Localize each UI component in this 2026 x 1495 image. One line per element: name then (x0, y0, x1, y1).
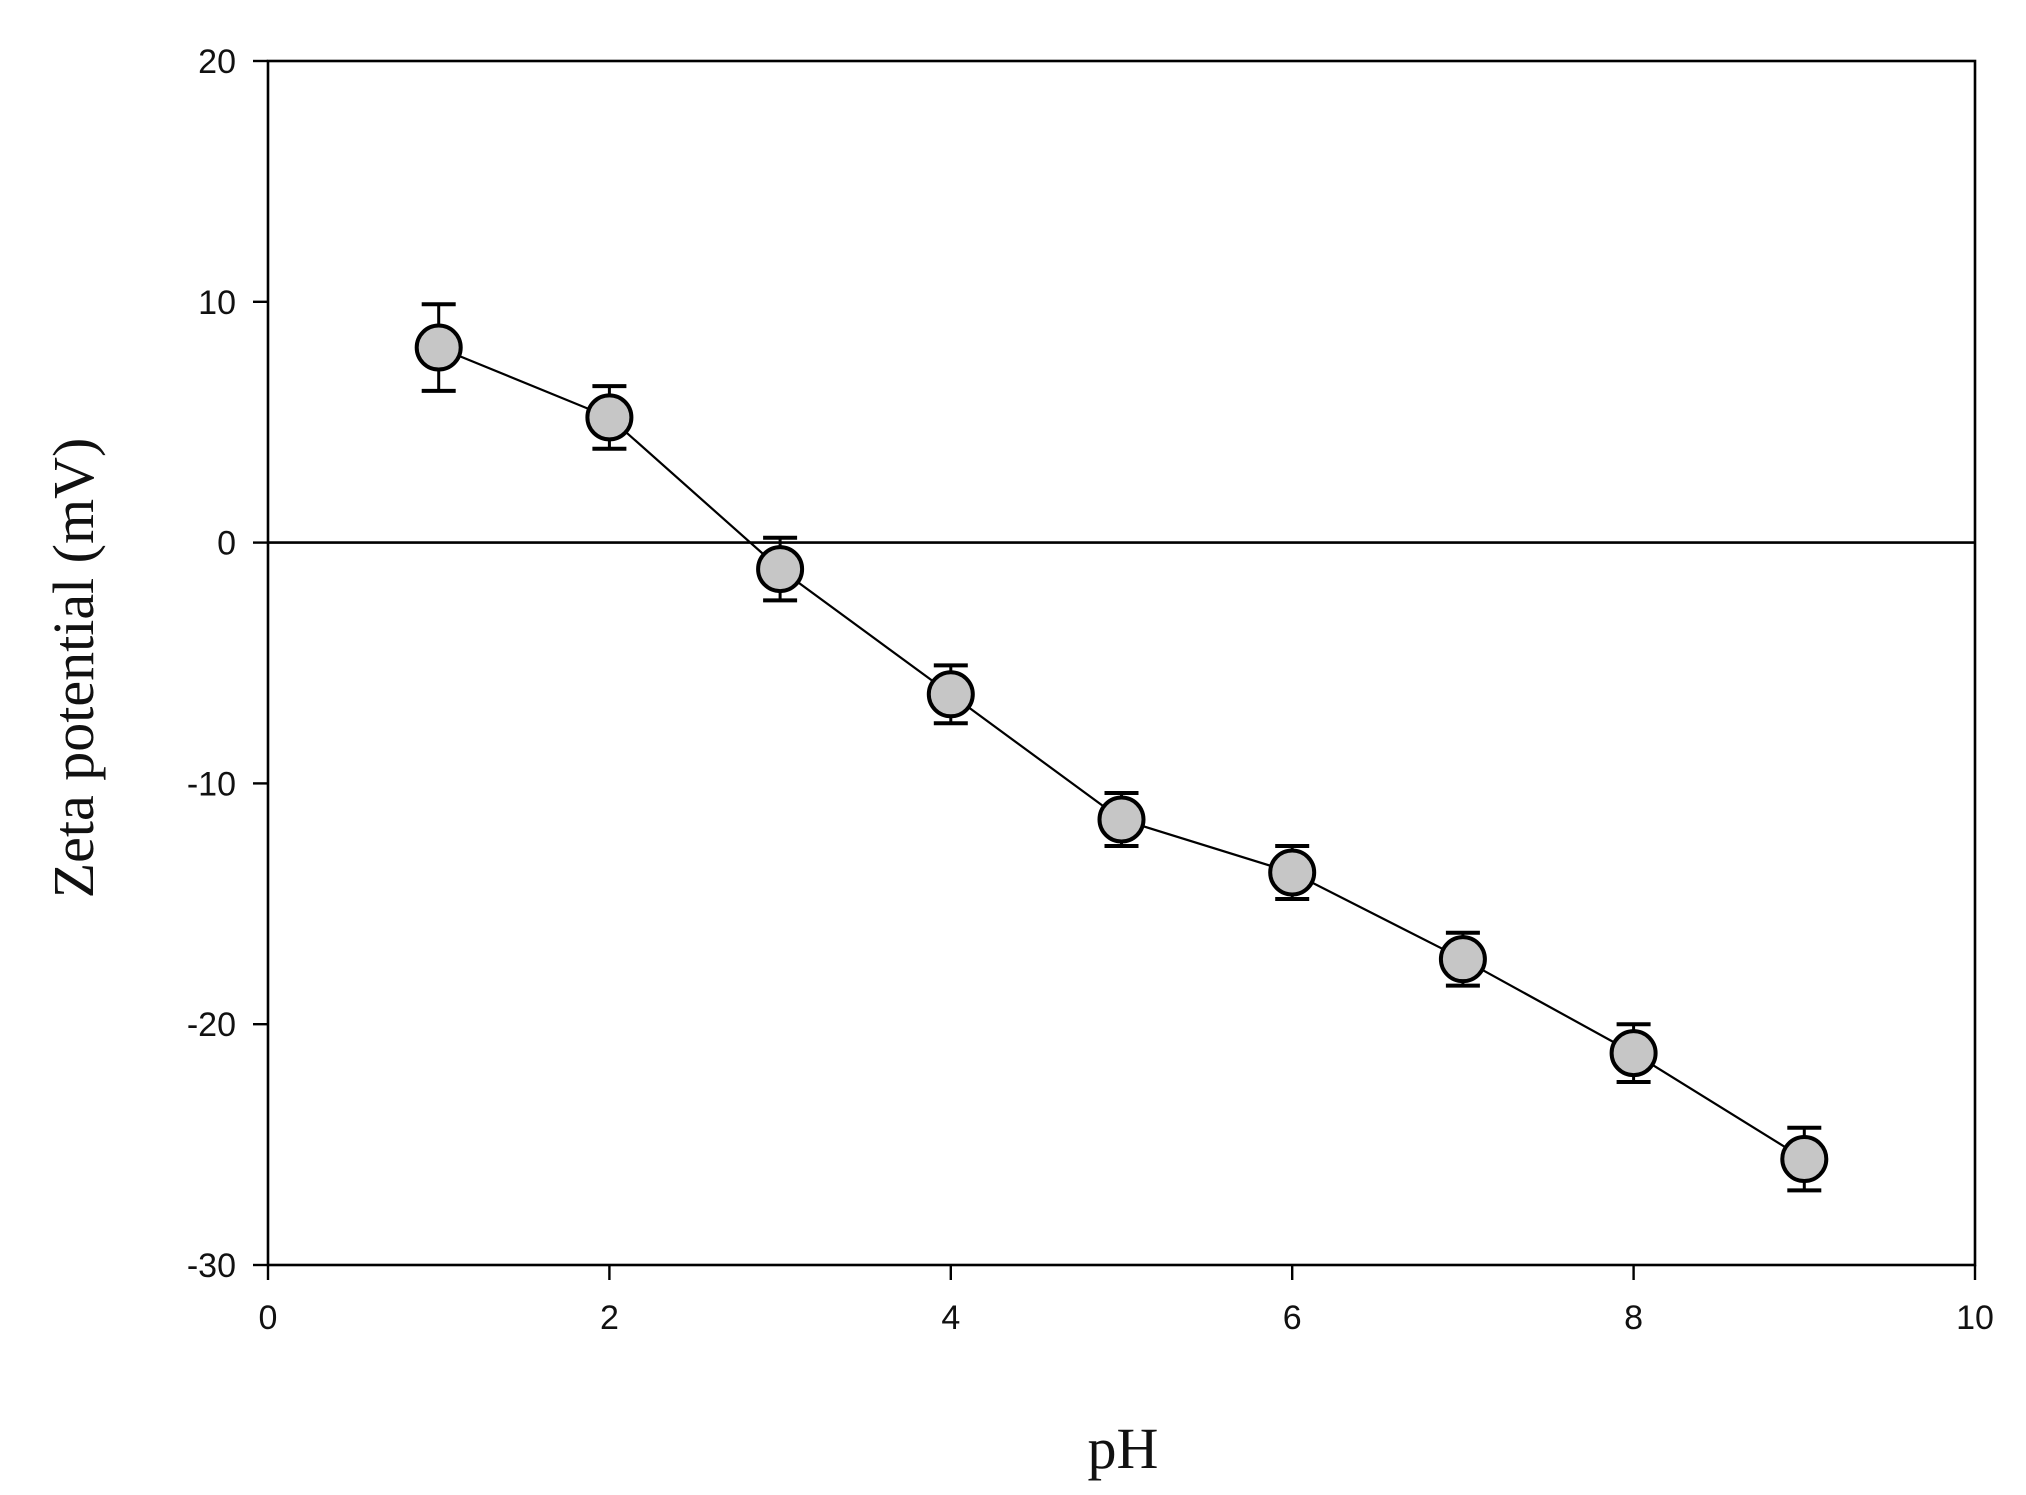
x-tick-label: 6 (1283, 1299, 1302, 1337)
y-tick-label: -20 (187, 1006, 236, 1044)
x-tick-label: 8 (1624, 1299, 1643, 1337)
y-tick-label: -30 (187, 1247, 236, 1285)
data-point (414, 323, 463, 372)
x-tick-label: 0 (259, 1299, 278, 1337)
x-tick-label: 10 (1956, 1299, 1994, 1337)
data-point (1097, 795, 1146, 844)
x-axis-title: pH (1088, 1416, 1159, 1481)
data-point (756, 545, 805, 594)
plot-frame (266, 59, 1977, 1267)
data-point (1780, 1135, 1829, 1184)
data-point (1438, 935, 1487, 984)
series-line (438, 346, 1805, 1160)
data-point (926, 670, 975, 719)
y-tick-label: 10 (198, 284, 236, 322)
x-tick-label: 2 (600, 1299, 619, 1337)
x-tick-label: 4 (941, 1299, 960, 1337)
y-tick-label: 0 (217, 525, 236, 563)
data-point (1609, 1029, 1658, 1078)
y-tick-label: 20 (198, 43, 236, 81)
data-point (585, 393, 634, 442)
plot-layer: 0 2 4 6 8 10 -30 -20 -10 0 10 20 (187, 43, 1994, 1337)
data-point (1268, 848, 1317, 897)
y-tick-label: -10 (187, 765, 236, 803)
y-axis-title: Zeta potential (mV) (41, 438, 106, 899)
